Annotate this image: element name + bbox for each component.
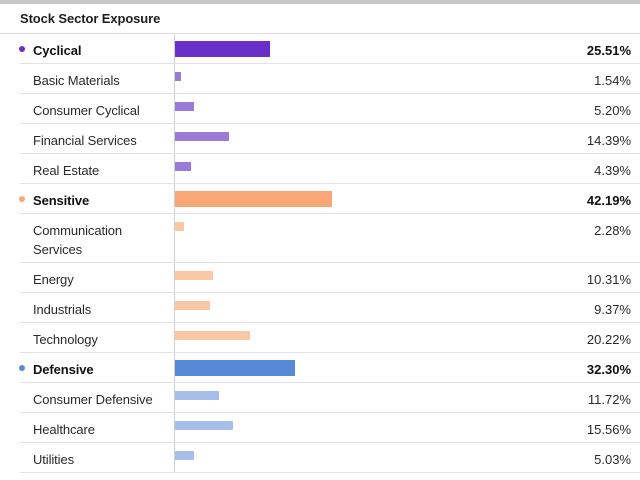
sector-row-basic-materials: Basic Materials 1.54% [0,64,640,94]
sector-group-row-defensive: Defensive 32.30% [0,353,640,383]
sector-value: 1.54% [594,73,631,88]
sector-bar [175,102,195,111]
sector-bar [175,451,194,460]
sector-row-healthcare: Healthcare 15.56% [0,413,640,443]
sector-row-consumer-cyclical: Consumer Cyclical 5.20% [0,94,640,124]
row-divider [20,472,640,473]
sector-value: 11.72% [587,392,631,407]
row-divider [20,292,640,293]
sector-value: 20.22% [586,332,631,347]
sector-value: 15.56% [586,422,631,437]
bar-baseline [174,413,175,443]
sector-label: Industrials [33,302,92,317]
sector-row-energy: Energy 10.31% [0,263,640,293]
bar-baseline [174,214,175,263]
sector-row-real-estate: Real Estate 4.39% [0,154,640,184]
bar-baseline [174,34,175,64]
sector-group-row-sensitive: Sensitive 42.19% [0,184,640,214]
group-value: 42.19% [586,193,631,208]
legend-dot-icon [19,196,25,202]
group-label: Defensive [33,362,94,377]
legend-dot-icon [19,46,25,52]
row-divider [20,123,640,124]
sector-label: Utilities [33,452,74,467]
group-label: Cyclical [33,43,82,58]
group-bar [175,41,270,57]
bar-baseline [174,443,175,473]
panel-title: Stock Sector Exposure [20,11,161,26]
sector-value: 9.37% [594,302,631,317]
sector-bar [175,222,184,231]
sector-row-consumer-defensive: Consumer Defensive 11.72% [0,383,640,413]
sector-label: Financial Services [33,133,137,148]
bar-baseline [174,184,175,214]
row-divider [20,262,640,263]
sector-label: Consumer Cyclical [33,103,140,118]
sector-bar [175,72,181,81]
sector-row-communication-services: Communication Services 2.28% [0,214,640,263]
sector-value: 4.39% [594,163,631,178]
group-bar [175,191,332,207]
bar-baseline [174,154,175,184]
sector-label: Communication Services [33,223,123,257]
legend-dot-icon [19,365,25,371]
sector-label: Real Estate [33,163,100,178]
sector-group-row-cyclical: Cyclical 25.51% [0,34,640,64]
sector-label: Healthcare [33,422,95,437]
sector-bar [175,391,219,400]
row-divider [20,63,640,64]
sector-bar [175,132,229,141]
sector-bar [175,271,214,280]
row-divider [20,442,640,443]
row-divider [20,153,640,154]
bar-baseline [174,64,175,94]
sector-label: Technology [33,332,98,347]
sector-label: Energy [33,272,74,287]
bar-baseline [174,353,175,383]
sector-bar [175,421,233,430]
bar-baseline [174,94,175,124]
row-divider [20,183,640,184]
row-divider [20,352,640,353]
sector-bar [175,162,192,171]
bar-baseline [174,383,175,413]
row-divider [20,382,640,383]
sector-label: Consumer Defensive [33,392,153,407]
bar-baseline [174,323,175,353]
row-divider [20,412,640,413]
row-divider [20,93,640,94]
group-value: 32.30% [586,362,631,377]
sector-value: 14.39% [586,133,631,148]
group-bar [175,360,296,376]
sector-bar [175,331,251,340]
sector-value: 10.31% [586,272,631,287]
bar-baseline [174,293,175,323]
sector-value: 5.20% [594,103,631,118]
group-value: 25.51% [586,43,631,58]
bar-baseline [174,124,175,154]
sector-exposure-chart: Cyclical 25.51% Basic Materials 1.54% Consum… [0,34,640,473]
top-border [0,0,640,4]
bar-baseline [174,263,175,293]
sector-value: 5.03% [594,452,631,467]
sector-value: 2.28% [594,223,631,238]
panel-header: Stock Sector Exposure [0,4,640,34]
sector-row-financial-services: Financial Services 14.39% [0,124,640,154]
row-divider [20,322,640,323]
group-label: Sensitive [33,193,90,208]
sector-row-technology: Technology 20.22% [0,323,640,353]
sector-row-industrials: Industrials 9.37% [0,293,640,323]
sector-bar [175,301,210,310]
row-divider [20,213,640,214]
sector-label: Basic Materials [33,73,120,88]
sector-row-utilities: Utilities 5.03% [0,443,640,473]
